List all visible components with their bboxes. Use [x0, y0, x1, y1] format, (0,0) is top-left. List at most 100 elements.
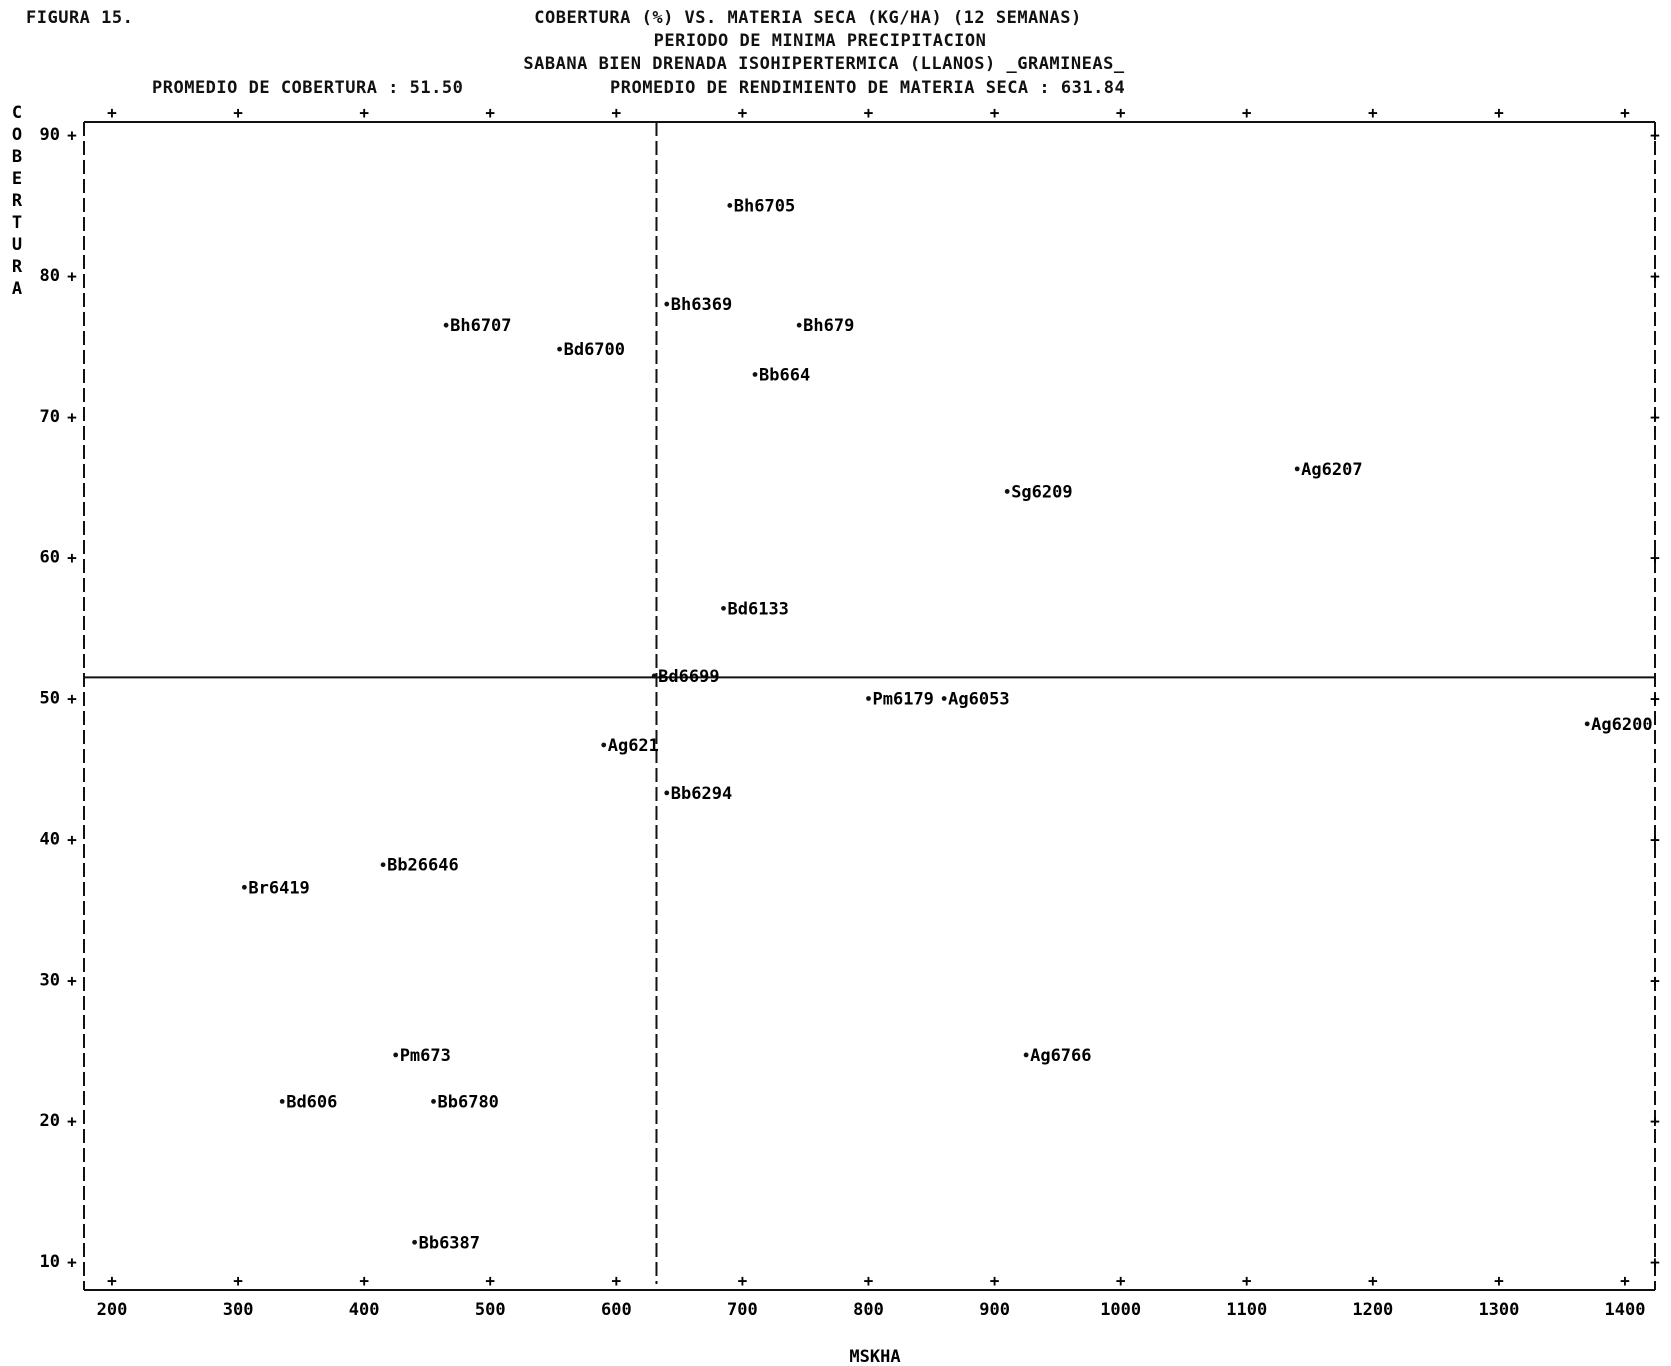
data-point-label: Br6419 [248, 878, 309, 898]
y-tick-label: 40 [40, 829, 60, 849]
x-tick-mark-top: + [1620, 103, 1630, 122]
data-point: Bh6369 [664, 295, 732, 315]
data-point-label: Bd6700 [564, 340, 625, 360]
data-point-marker [1294, 466, 1300, 472]
data-point-label: Bd6699 [658, 667, 719, 687]
data-point: Bd6133 [721, 599, 789, 619]
data-point-label: Bb26646 [387, 856, 459, 876]
data-point: Bb26646 [380, 856, 459, 876]
y-tick-mark-left: + [67, 1253, 77, 1272]
y-tick-mark-left: + [67, 548, 77, 567]
data-point-marker [1004, 489, 1010, 494]
data-point: Br6419 [241, 878, 310, 898]
y-tick-mark-right: + [1650, 689, 1660, 708]
x-tick-label: 200 [97, 1300, 128, 1320]
yield-mean-text: PROMEDIO DE RENDIMIENTO DE MATERIA SECA … [610, 78, 1126, 98]
data-point-marker [796, 322, 802, 328]
data-point: Bh6707 [443, 316, 512, 336]
data-point-label: Pm6179 [873, 690, 934, 710]
data-point-marker [431, 1099, 436, 1104]
data-point-label: Ag6053 [948, 690, 1009, 710]
data-point-marker [241, 884, 247, 890]
x-tick-mark-top: + [1116, 103, 1126, 122]
y-tick-mark-right: + [1650, 548, 1660, 567]
y-axis-label-letter: A [12, 279, 22, 299]
y-tick-mark-left: + [67, 407, 77, 426]
data-point: Bb6387 [412, 1233, 480, 1253]
x-tick-mark-top: + [107, 103, 117, 122]
x-tick-mark-top: + [1242, 103, 1252, 122]
y-axis-label-letter: B [12, 147, 22, 167]
data-point-label: Bd6133 [728, 599, 789, 619]
x-tick-mark-bottom: + [990, 1271, 1000, 1290]
x-tick-mark-bottom: + [485, 1271, 495, 1290]
x-tick-label: 400 [349, 1300, 380, 1320]
chart-subtitle-period: PERIODO DE MINIMA PRECIPITACION [653, 31, 987, 51]
y-tick-mark-right: + [1650, 407, 1660, 426]
x-tick-label: 1300 [1478, 1300, 1519, 1320]
x-tick-mark-bottom: + [1116, 1271, 1126, 1290]
x-tick-mark-top: + [1494, 103, 1504, 122]
x-tick-mark-top: + [612, 103, 622, 122]
data-point-marker [1023, 1052, 1029, 1058]
x-tick-mark-bottom: + [1368, 1271, 1378, 1290]
y-axis-label-letter: U [12, 235, 22, 255]
figure-label: FIGURA 15. [26, 8, 134, 28]
x-tick-mark-bottom: + [1620, 1271, 1630, 1290]
x-tick-mark-bottom: + [233, 1271, 243, 1290]
data-point-marker [727, 203, 733, 208]
y-tick-mark-left: + [67, 971, 77, 990]
y-tick-mark-left: + [67, 126, 77, 145]
x-tick-label: 1000 [1100, 1300, 1141, 1320]
data-point: Bd6700 [557, 340, 625, 360]
y-tick-mark-right: + [1650, 126, 1660, 145]
data-point: Ag6766 [1023, 1046, 1092, 1066]
y-tick-mark-left: + [67, 266, 77, 285]
data-point-label: Pm673 [400, 1046, 451, 1066]
data-point-marker [752, 372, 758, 377]
data-point-label: Bd606 [286, 1092, 337, 1112]
x-tick-mark-top: + [485, 103, 495, 122]
data-point: Ag6200 [1584, 715, 1653, 735]
y-tick-mark-right: + [1650, 830, 1660, 849]
data-point: Bd606 [279, 1092, 337, 1112]
data-point-marker [721, 605, 726, 611]
y-axis-label: COBERTURA [12, 103, 23, 299]
y-tick-label: 50 [40, 689, 60, 709]
data-point: Ag6207 [1294, 460, 1363, 480]
x-tick-mark-bottom: + [1242, 1271, 1252, 1290]
x-tick-mark-top: + [990, 103, 1000, 122]
x-tick-mark-top: + [359, 103, 369, 122]
data-point-marker [380, 862, 386, 868]
data-point-marker [412, 1239, 417, 1245]
data-point-marker [866, 696, 871, 701]
y-tick-label: 60 [40, 548, 60, 568]
y-tick-mark-right: + [1650, 266, 1660, 285]
data-point-label: Ag6200 [1591, 715, 1652, 735]
chart-title: COBERTURA (%) VS. MATERIA SECA (KG/HA) (… [534, 8, 1082, 28]
x-tick-mark-bottom: + [359, 1271, 369, 1290]
y-tick-label: 80 [40, 266, 60, 286]
y-tick-mark-left: + [67, 1112, 77, 1131]
data-point-label: Bh6705 [734, 196, 795, 216]
data-point: Ag621 [601, 736, 659, 756]
y-tick-label: 30 [40, 970, 60, 990]
data-point: Pm6179 [866, 690, 934, 710]
data-point-marker [664, 301, 670, 307]
data-point-marker [651, 673, 657, 679]
y-axis-label-letter: R [12, 257, 23, 277]
reference-lines [84, 122, 1655, 1284]
data-point: Bd6699 [651, 667, 720, 687]
y-tick-label: 10 [40, 1252, 60, 1272]
data-point-label: Bh6707 [450, 316, 511, 336]
y-tick-mark-right: + [1650, 1253, 1660, 1272]
y-tick-label: 70 [40, 407, 60, 427]
x-tick-mark-bottom: + [1494, 1271, 1504, 1290]
plot-frame [83, 121, 1656, 1291]
data-point-label: Ag6207 [1301, 460, 1362, 480]
data-point-label: Bh6369 [671, 295, 732, 315]
y-tick-mark-left: + [67, 830, 77, 849]
y-axis: + +10 + +20 + +30 + +40 + +50 + +60 + +70 + +80 + +90 [40, 125, 1661, 1272]
x-tick-mark-top: + [864, 103, 874, 122]
data-point: Sg6209 [1004, 482, 1073, 502]
